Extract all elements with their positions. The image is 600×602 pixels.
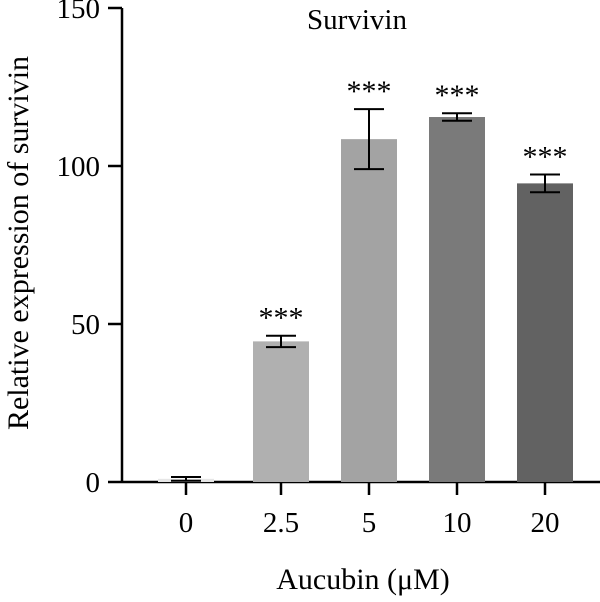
significance-label: *** bbox=[523, 141, 568, 174]
chart-title: Survivin bbox=[307, 4, 407, 36]
x-tick-label: 10 bbox=[443, 507, 472, 539]
x-tick-label: 5 bbox=[362, 507, 377, 539]
significance-label: *** bbox=[435, 79, 480, 112]
bar bbox=[429, 117, 485, 483]
y-axis-title: Relative expression of survivin bbox=[2, 56, 35, 430]
significance-label: *** bbox=[259, 302, 304, 335]
y-tick-label: 150 bbox=[57, 0, 101, 25]
x-tick-label: 0 bbox=[179, 507, 194, 539]
plot-area: 0 50 100 150 0 *** 2.5 *** 5 *** 10 *** 20 bbox=[57, 0, 600, 539]
x-tick-label: 20 bbox=[531, 507, 560, 539]
y-tick-label: 0 bbox=[86, 467, 101, 499]
x-axis-title: Aucubin (μM) bbox=[276, 563, 450, 596]
y-tick-label: 50 bbox=[71, 309, 100, 341]
bar bbox=[341, 139, 397, 482]
bar bbox=[517, 183, 573, 482]
significance-label: *** bbox=[347, 75, 392, 108]
y-tick-label: 100 bbox=[57, 151, 101, 183]
bar bbox=[253, 341, 309, 482]
x-tick-label: 2.5 bbox=[263, 507, 299, 539]
